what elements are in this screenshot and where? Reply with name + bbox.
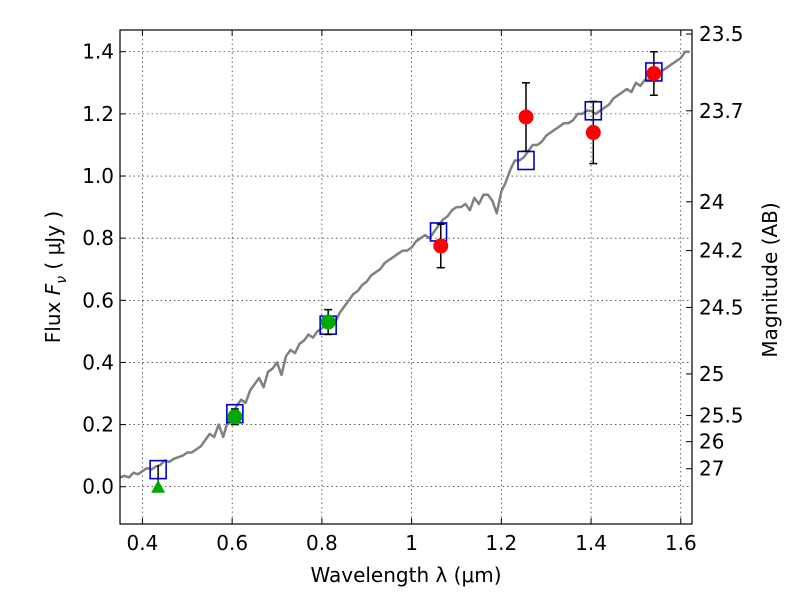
y-axis-label-suffix: ( μJy ) <box>41 211 65 276</box>
y2-tick-label: 27 <box>699 457 724 481</box>
model-photometry-point <box>149 459 167 480</box>
y-tick-label: 0.8 <box>82 226 114 250</box>
gridlines <box>120 30 692 524</box>
x-tick-label: 0.8 <box>306 531 338 555</box>
model-spectrum <box>120 50 690 479</box>
observed-point <box>518 109 534 125</box>
y2-axis-label: Magnitude (AB) <box>758 202 782 357</box>
y-tick-label: 1.0 <box>82 164 114 188</box>
model-spectrum-line <box>120 50 690 479</box>
y2-tick-label: 26 <box>699 430 724 454</box>
upper-limit-marker <box>151 479 166 493</box>
y2-tick-label: 24.5 <box>699 295 744 319</box>
x-tick-label: 1.2 <box>485 531 517 555</box>
y-axis-label-symbol: F <box>41 283 65 295</box>
observed-point <box>433 238 449 254</box>
x-tick-label: 1.4 <box>575 531 607 555</box>
y2-tick-label: 24 <box>699 190 724 214</box>
y-tick-label: 0.6 <box>82 288 114 312</box>
y-tick-label: 0.0 <box>82 475 114 499</box>
plot-frame <box>119 29 693 525</box>
x-tick-label: 0.4 <box>127 531 159 555</box>
observed-point <box>646 65 662 81</box>
y2-tick-label: 23.7 <box>699 99 744 123</box>
y-tick-label: 0.2 <box>82 413 114 437</box>
observed-point <box>320 314 336 330</box>
y-tick-label: 1.4 <box>82 40 114 64</box>
y2-tick-label: 23.5 <box>699 22 744 46</box>
x-axis-label: Wavelength λ (μm) <box>310 563 501 587</box>
x-tick-label: 0.6 <box>216 531 248 555</box>
y2-tick-label: 24.2 <box>699 239 744 263</box>
y-axis-label: Flux Fν ( μJy ) <box>41 211 70 343</box>
axis-ticks: 0.4 0.6 0.8 1 1.2 1.4 1.6 0.0 0.2 0.4 0.6 0.8 1.0 1.2… <box>82 22 743 555</box>
y-tick-label: 0.4 <box>82 350 114 374</box>
y-axis-label-prefix: Flux <box>41 295 65 343</box>
y2-tick-label: 25 <box>699 362 724 386</box>
y2-tick-label: 25.5 <box>699 404 744 428</box>
x-tick-label: 1 <box>405 531 418 555</box>
data-points <box>149 50 663 493</box>
observed-point <box>227 409 243 425</box>
x-tick-label: 1.6 <box>665 531 697 555</box>
y-axis-label-subscript: ν <box>54 276 70 284</box>
observed-point <box>585 125 601 141</box>
y-tick-label: 1.2 <box>82 102 114 126</box>
